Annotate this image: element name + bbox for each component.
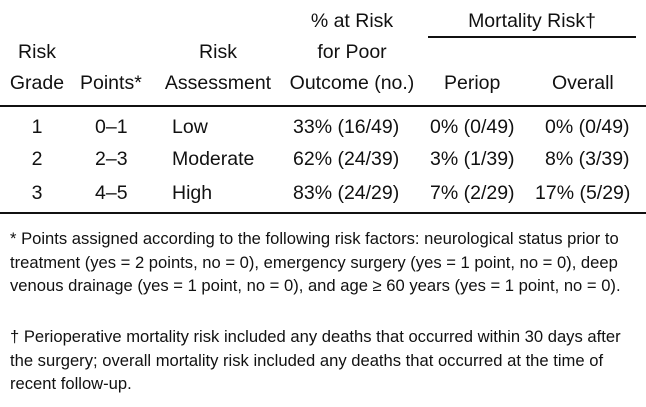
table-row-2-grade: 2 bbox=[31, 148, 43, 170]
table-row-1-grade: 1 bbox=[31, 116, 43, 138]
table-row-2-pct: 62% (24/39) bbox=[293, 148, 400, 170]
header-pct-at-risk-line2: for Poor bbox=[317, 41, 387, 63]
table-row-3-overall: 17% (5/29) bbox=[535, 182, 631, 204]
table-row-2-periop: 3% (1/39) bbox=[430, 148, 515, 170]
header-bottom-rule bbox=[0, 105, 646, 107]
header-risk-assessment-line2: Assessment bbox=[164, 72, 272, 94]
table-row-3-points: 4–5 bbox=[95, 182, 128, 204]
header-pct-at-risk-line1: % at Risk bbox=[310, 10, 394, 32]
table-row-1-points: 0–1 bbox=[95, 116, 128, 138]
header-risk-grade-line2: Grade bbox=[9, 72, 65, 94]
footnote-mortality: † Perioperative mortality risk included … bbox=[10, 327, 621, 393]
header-pct-at-risk-line3: Outcome (no.) bbox=[289, 72, 415, 94]
footnote-points: * Points assigned according to the follo… bbox=[10, 229, 621, 295]
table-row-2-points: 2–3 bbox=[95, 148, 128, 170]
header-risk-assessment-line1: Risk bbox=[199, 41, 237, 63]
header-periop: Periop bbox=[444, 72, 501, 94]
table-row-2-overall: 8% (3/39) bbox=[545, 148, 630, 170]
table-row-3-periop: 7% (2/29) bbox=[430, 182, 515, 204]
table-row-2-assessment: Moderate bbox=[172, 148, 255, 170]
table-row-3-assessment: High bbox=[172, 182, 213, 204]
header-mortality-risk: Mortality Risk† bbox=[468, 10, 596, 32]
table-row-3-pct: 83% (24/29) bbox=[293, 182, 400, 204]
table-row-1-overall: 0% (0/49) bbox=[545, 116, 630, 138]
table-row-3-grade: 3 bbox=[31, 182, 43, 204]
header-points: Points* bbox=[80, 72, 142, 94]
table-row-1-assessment: Low bbox=[172, 116, 208, 138]
header-overall: Overall bbox=[552, 72, 614, 94]
table-bottom-rule bbox=[0, 212, 646, 214]
table-row-1-periop: 0% (0/49) bbox=[430, 116, 515, 138]
mortality-risk-span-rule bbox=[428, 36, 636, 38]
table-row-1-pct: 33% (16/49) bbox=[293, 116, 400, 138]
header-risk-grade-line1: Risk bbox=[18, 41, 56, 63]
